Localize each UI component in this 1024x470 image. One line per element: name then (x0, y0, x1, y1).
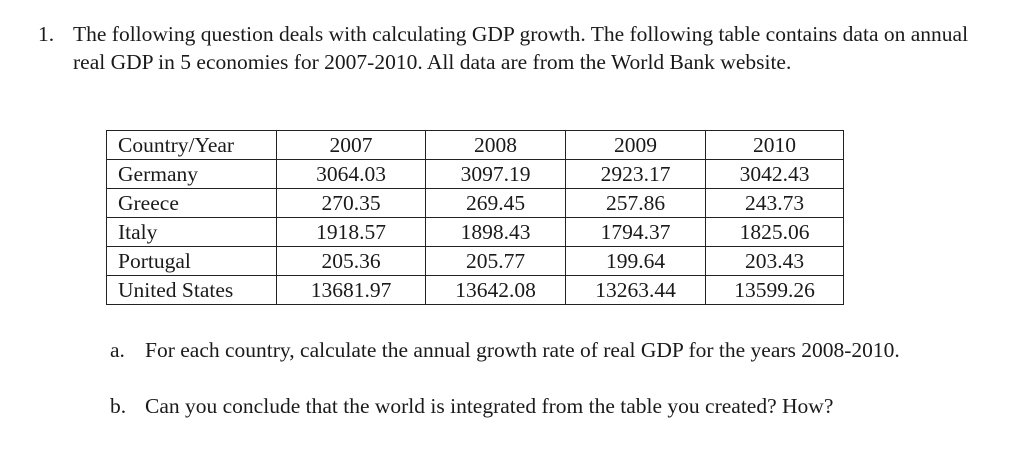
subquestion-marker: b. (110, 394, 127, 418)
table-row: United States 13681.97 13642.08 13263.44… (106, 275, 844, 305)
subquestion-marker: a. (110, 338, 125, 362)
question-text: The following question deals with calcul… (73, 22, 969, 74)
subquestion-text: For each country, calculate the annual g… (145, 338, 900, 362)
gdp-cell: 1898.43 (425, 217, 566, 247)
gdp-cell: 3097.19 (425, 159, 566, 189)
gdp-cell: 2923.17 (565, 159, 706, 189)
table-header-cell: 2007 (276, 130, 426, 160)
gdp-cell: 205.36 (276, 246, 426, 276)
table-header-row: Country/Year 2007 2008 2009 2010 (106, 130, 844, 160)
gdp-cell: 243.73 (705, 188, 844, 218)
country-cell: Germany (106, 159, 277, 189)
gdp-cell: 199.64 (565, 246, 706, 276)
gdp-cell: 13681.97 (276, 275, 426, 305)
subquestion-text: Can you conclude that the world is integ… (145, 394, 834, 418)
question-number: 1. (38, 22, 55, 46)
gdp-cell: 3064.03 (276, 159, 426, 189)
gdp-cell: 205.77 (425, 246, 566, 276)
country-cell: Greece (106, 188, 277, 218)
table-header-cell: 2008 (425, 130, 566, 160)
gdp-cell: 3042.43 (705, 159, 844, 189)
table-row: Italy 1918.57 1898.43 1794.37 1825.06 (106, 217, 844, 247)
gdp-cell: 1918.57 (276, 217, 426, 247)
gdp-cell: 1794.37 (565, 217, 706, 247)
gdp-cell: 270.35 (276, 188, 426, 218)
gdp-cell: 13642.08 (425, 275, 566, 305)
gdp-cell: 1825.06 (705, 217, 844, 247)
country-cell: Portugal (106, 246, 277, 276)
gdp-cell: 13599.26 (705, 275, 844, 305)
gdp-cell: 269.45 (425, 188, 566, 218)
table-header-cell: 2010 (705, 130, 844, 160)
gdp-cell: 257.86 (565, 188, 706, 218)
table-row: Germany 3064.03 3097.19 2923.17 3042.43 (106, 159, 844, 189)
country-cell: Italy (106, 217, 277, 247)
country-cell: United States (106, 275, 277, 305)
table-header-cell: 2009 (565, 130, 706, 160)
table-header-cell: Country/Year (106, 130, 277, 160)
table-row: Portugal 205.36 205.77 199.64 203.43 (106, 246, 844, 276)
gdp-cell: 203.43 (705, 246, 844, 276)
gdp-table: Country/Year 2007 2008 2009 2010 Germany… (106, 130, 844, 305)
table-row: Greece 270.35 269.45 257.86 243.73 (106, 188, 844, 218)
gdp-cell: 13263.44 (565, 275, 706, 305)
